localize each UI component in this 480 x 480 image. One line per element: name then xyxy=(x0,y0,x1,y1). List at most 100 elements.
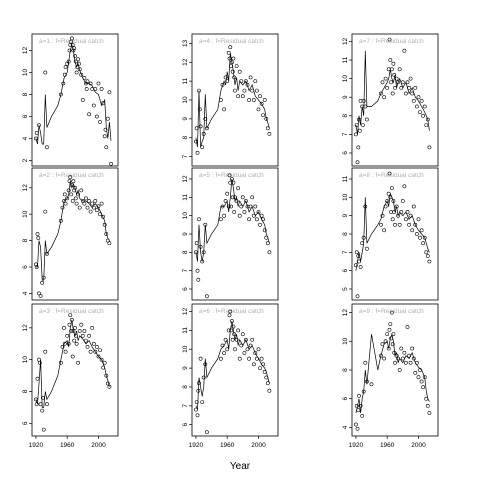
y-tick-label: 11 xyxy=(342,56,349,63)
observation-point xyxy=(408,360,413,365)
observation-point xyxy=(84,196,88,201)
observation-point xyxy=(62,325,67,330)
observation-point xyxy=(194,126,199,131)
observation-point xyxy=(102,134,107,139)
observation-point xyxy=(91,341,96,346)
observation-point xyxy=(105,381,110,386)
observation-point xyxy=(256,107,261,112)
observation-point xyxy=(357,117,361,122)
y-tick-label: 6 xyxy=(22,421,29,425)
observation-point xyxy=(239,79,244,84)
observation-point xyxy=(380,80,385,85)
y-tick-label: 8 xyxy=(22,238,29,242)
observation-point xyxy=(41,395,45,400)
y-tick-label: 11 xyxy=(342,175,349,182)
observation-point xyxy=(201,250,206,255)
observation-point xyxy=(248,204,253,209)
y-tick-label: 2 xyxy=(22,158,29,162)
observation-point xyxy=(229,177,234,181)
observation-point xyxy=(87,333,92,338)
observation-point xyxy=(99,87,104,91)
observation-point xyxy=(389,310,394,315)
observation-point xyxy=(75,65,80,69)
observation-point xyxy=(357,259,361,264)
y-tick-label: 5 xyxy=(342,287,349,291)
observation-point xyxy=(392,210,397,214)
observation-point xyxy=(79,322,84,327)
observation-point xyxy=(389,67,394,72)
observation-point xyxy=(387,327,392,332)
observation-point xyxy=(427,145,432,150)
observation-point xyxy=(248,343,253,348)
observation-point xyxy=(88,349,93,354)
observation-point xyxy=(410,228,415,233)
observation-point xyxy=(66,188,71,193)
observation-point xyxy=(90,87,95,91)
observation-point xyxy=(45,145,49,150)
observation-point xyxy=(232,332,237,337)
observation-point xyxy=(109,161,113,166)
observation-point xyxy=(220,83,225,87)
observation-point xyxy=(253,351,258,355)
observation-point xyxy=(363,360,368,365)
observation-point xyxy=(195,268,200,273)
observation-point xyxy=(353,263,358,268)
observation-point xyxy=(242,351,247,355)
observation-point xyxy=(193,139,198,144)
observation-point xyxy=(69,329,74,333)
observation-point xyxy=(223,337,228,342)
observation-point xyxy=(71,329,76,333)
observation-point xyxy=(80,333,85,338)
observation-point xyxy=(243,337,248,342)
observation-point xyxy=(222,213,227,218)
observation-point xyxy=(70,183,74,188)
observation-point xyxy=(67,322,72,327)
observation-point xyxy=(382,356,387,361)
fitted-line xyxy=(355,192,430,271)
observation-point xyxy=(104,145,109,150)
observation-point xyxy=(357,393,361,398)
observation-point xyxy=(355,426,360,431)
observation-point xyxy=(234,199,239,203)
observation-point xyxy=(389,186,394,191)
observation-point xyxy=(251,98,256,102)
observation-point xyxy=(356,254,361,258)
observation-point xyxy=(227,313,232,318)
observation-point xyxy=(63,201,68,206)
y-tick-label: 10 xyxy=(182,96,189,104)
x-tick-label: 1960 xyxy=(220,442,235,449)
observation-point xyxy=(358,403,363,408)
y-tick-label: 10 xyxy=(342,75,349,83)
observation-point xyxy=(399,346,404,351)
observation-point xyxy=(391,332,396,337)
observation-point xyxy=(239,343,244,348)
observation-point xyxy=(40,408,45,413)
fitted-line xyxy=(195,178,270,262)
observation-point xyxy=(247,217,252,222)
observation-point xyxy=(203,362,208,367)
y-tick-label: 12 xyxy=(342,37,349,45)
y-tick-label: 10 xyxy=(22,356,29,364)
observation-point xyxy=(38,402,43,407)
observation-point xyxy=(34,262,38,267)
observation-point xyxy=(35,232,40,236)
observation-point xyxy=(107,241,112,246)
observation-point xyxy=(402,184,407,189)
observation-point xyxy=(197,107,202,112)
y-tick-label: 8 xyxy=(182,385,189,389)
panel-strip-label: a=3 : f=Residual catch xyxy=(39,308,104,315)
y-tick-label: 8 xyxy=(182,250,189,254)
panel-strip-label: a=7 : f=Residual catch xyxy=(359,38,424,45)
observation-point xyxy=(73,59,78,64)
observation-point xyxy=(264,117,269,121)
observation-point xyxy=(389,80,394,85)
observation-point xyxy=(62,192,67,197)
y-tick-label: 10 xyxy=(342,193,349,201)
observation-point xyxy=(402,48,407,53)
observation-point xyxy=(74,201,79,206)
observation-point xyxy=(82,329,87,333)
observation-point xyxy=(41,275,46,280)
observation-point xyxy=(98,120,102,124)
observation-point xyxy=(258,222,262,227)
observation-point xyxy=(403,360,408,365)
